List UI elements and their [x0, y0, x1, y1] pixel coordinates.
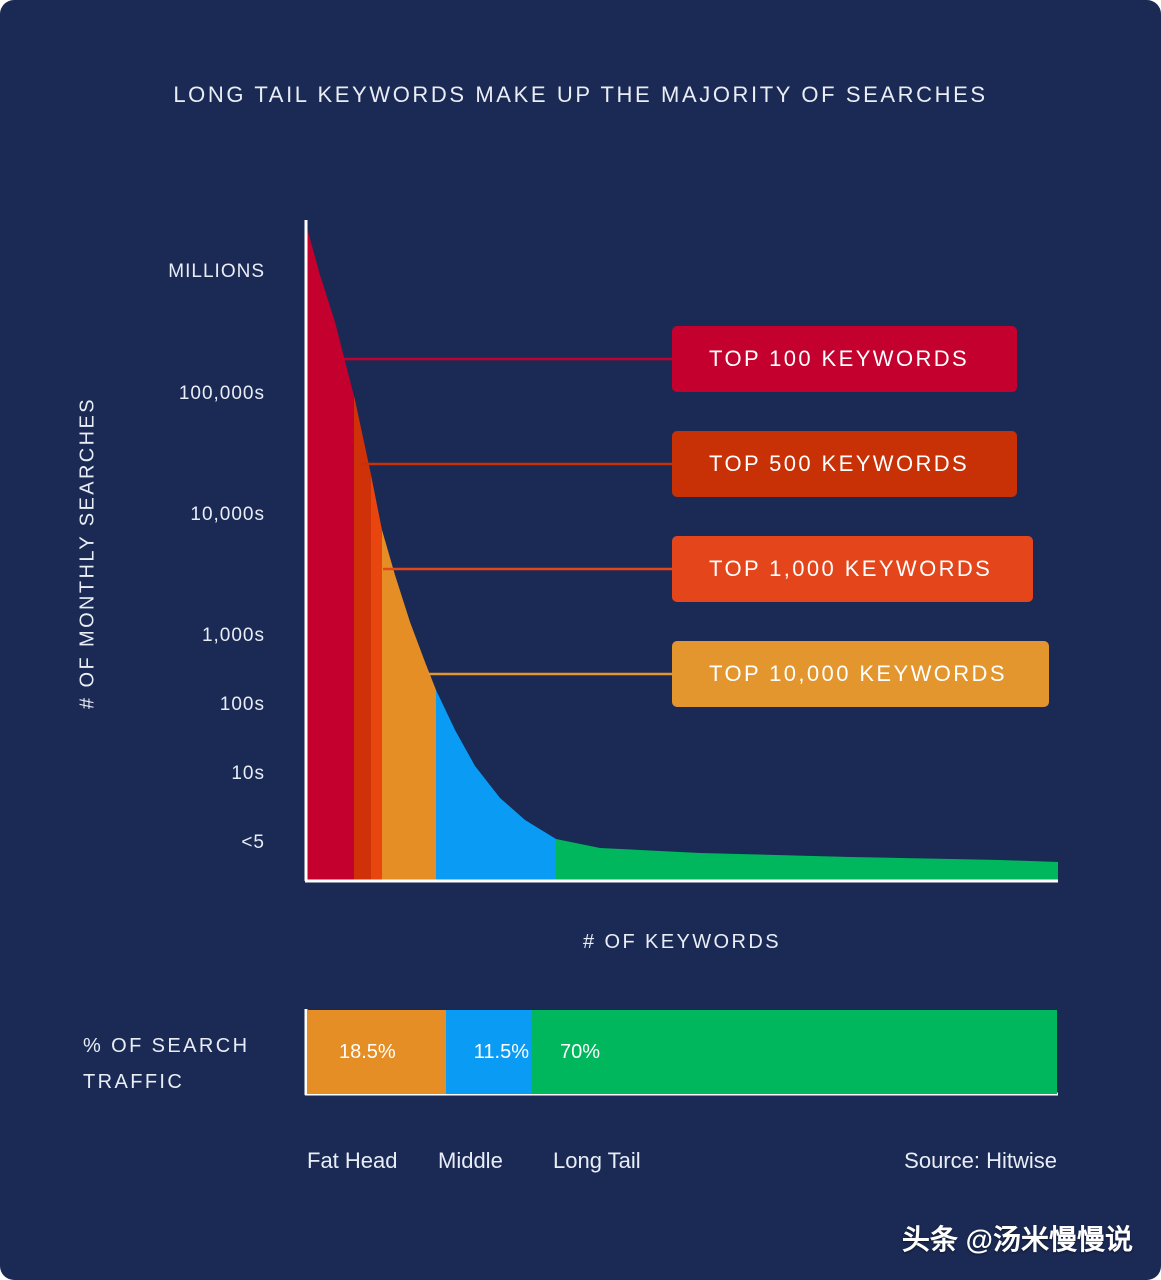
traffic-bar-long-tail: 70% [532, 1010, 1057, 1094]
segment-label-long-tail: Long Tail [553, 1148, 641, 1173]
segment-label-middle: Middle [438, 1148, 503, 1173]
callout-top-100: TOP 100 KEYWORDS [672, 326, 1017, 392]
traffic-value: 11.5% [473, 1040, 529, 1063]
curve-segment-top-500 [354, 396, 371, 880]
traffic-bar-fat-head: 18.5% [307, 1010, 446, 1094]
x-axis-label: # OF KEYWORDS [583, 931, 781, 953]
traffic-value: 18.5% [339, 1040, 396, 1063]
traffic-value: 70% [560, 1040, 601, 1063]
leader-lines [337, 357, 673, 676]
y-tick-label: 10,000s [190, 504, 265, 525]
callout-label: TOP 10,000 KEYWORDS [709, 661, 1007, 686]
y-tick-label: MILLIONS [168, 261, 265, 282]
curve-segment-top-1-000 [371, 475, 382, 880]
curve-segment-top-10-000 [382, 530, 436, 880]
y-tick-label: 100,000s [178, 383, 265, 404]
callout-label: TOP 500 KEYWORDS [709, 451, 970, 476]
callout-top-1000: TOP 1,000 KEYWORDS [672, 536, 1033, 602]
y-tick-label: <5 [241, 832, 265, 853]
curve-segment-middle [436, 690, 556, 880]
y-tick-label: 10s [231, 763, 265, 784]
chart-title: LONG TAIL KEYWORDS MAKE UP THE MAJORITY … [173, 82, 988, 107]
callout-label: TOP 100 KEYWORDS [709, 346, 970, 371]
curve-segment-top-100 [307, 228, 354, 880]
traffic-bar-middle: 11.5% [445, 1010, 532, 1094]
watermark: 头条 @汤米慢慢说 [901, 1224, 1133, 1255]
callout-top-500: TOP 500 KEYWORDS [672, 431, 1017, 497]
y-tick-label: 100s [219, 694, 265, 715]
callout-label: TOP 1,000 KEYWORDS [709, 556, 993, 581]
source-note: Source: Hitwise [904, 1148, 1057, 1173]
y-tick-label: 1,000s [201, 625, 265, 646]
curve-layer [307, 228, 1058, 880]
y-axis-label: # OF MONTHLY SEARCHES [76, 397, 99, 709]
callout-top-10000: TOP 10,000 KEYWORDS [672, 641, 1049, 707]
curve-segment-long-tail [556, 839, 1058, 880]
traffic-label: % OF SEARCH TRAFFIC [83, 1035, 250, 1093]
segment-label-fat-head: Fat Head [307, 1148, 398, 1173]
